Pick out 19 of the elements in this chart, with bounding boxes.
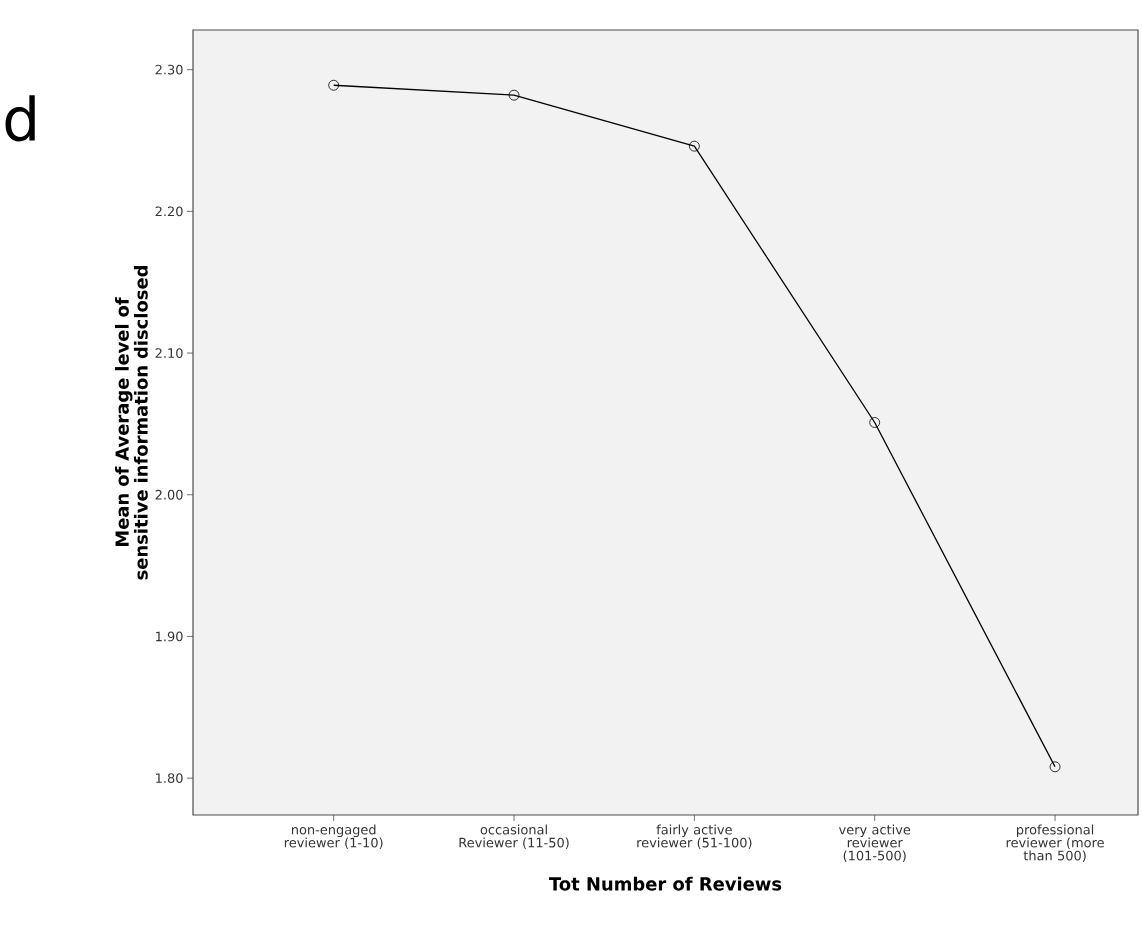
y-tick-label: 1.80: [156, 773, 183, 784]
x-tick-label: occasional Reviewer (11-50): [459, 824, 569, 849]
y-tick-label: 2.10: [155, 348, 183, 358]
point: [508, 89, 520, 101]
y-tick-label: 2.30: [155, 64, 183, 75]
point: [688, 140, 700, 152]
point: [869, 417, 881, 428]
y-tick-label: 2.00: [155, 489, 183, 500]
x-axis-title: Tot Number of Reviews: [549, 876, 782, 891]
x-tick-label: professional reviewer (more than 500): [1006, 824, 1104, 862]
point: [1049, 761, 1061, 773]
y-tick-label: 2.20: [155, 206, 183, 217]
x-tick-label: fairly active reviewer (51-100): [637, 824, 752, 849]
point: [328, 79, 340, 91]
x-tick-label: non-engaged reviewer (1-10): [284, 824, 383, 849]
text: d: [5, 95, 35, 142]
y-tick-label: 1.90: [156, 631, 183, 642]
y-axis-title: Mean of Average level of sensitive information disclosed: [115, 266, 148, 580]
x-tick-label: very active reviewer (101-500): [838, 824, 911, 862]
